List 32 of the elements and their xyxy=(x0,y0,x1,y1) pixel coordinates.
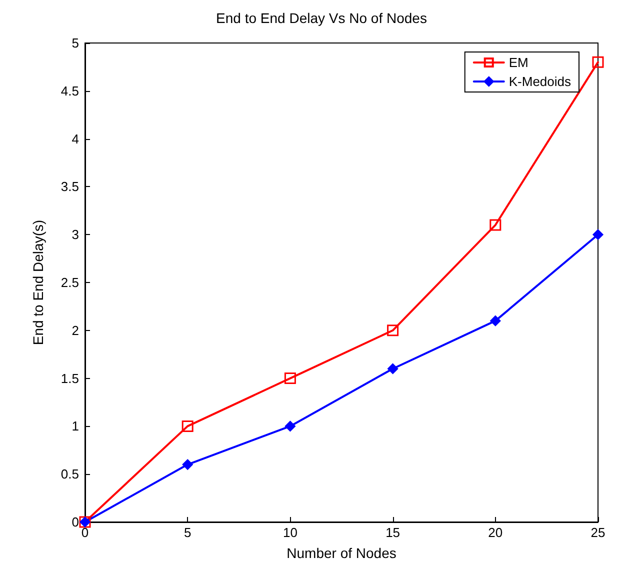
y-tick-label: 5 xyxy=(72,36,79,50)
x-tick-label: 20 xyxy=(488,525,503,540)
point xyxy=(592,229,604,240)
y-tick-label: 4.5 xyxy=(60,83,79,98)
y-tick-label: 0.5 xyxy=(60,466,79,482)
y-axis-title: End to End Delay(s) xyxy=(30,220,46,346)
legend-label: K-Medoids xyxy=(508,74,572,89)
point xyxy=(490,219,502,231)
y-tick-label: 1 xyxy=(72,418,79,434)
chart-title: End to End Delay Vs No of Nodes xyxy=(216,10,427,26)
point xyxy=(490,316,501,326)
y-tick-label: 3.5 xyxy=(60,179,79,194)
point xyxy=(182,459,193,470)
point xyxy=(284,420,296,432)
y-tick-label: 3 xyxy=(72,227,79,242)
point xyxy=(182,420,194,432)
x-tick-label: 10 xyxy=(282,525,298,540)
y-tick-label: 2.5 xyxy=(60,275,79,290)
point xyxy=(284,372,296,384)
x-tick-label: 25 xyxy=(590,525,606,540)
x-tick-label: 0 xyxy=(81,525,89,540)
point xyxy=(388,363,398,374)
x-tick-label: 5 xyxy=(184,525,192,540)
x-tick-label: 15 xyxy=(386,525,400,540)
x-axis-title: Number of Nodes xyxy=(286,545,396,561)
y-tick-label: 1.5 xyxy=(60,370,79,386)
y-tick-label: 0 xyxy=(72,514,79,530)
legend-label: EM xyxy=(508,55,528,70)
y-tick-label: 4 xyxy=(72,131,79,146)
point xyxy=(387,324,399,336)
point xyxy=(592,56,604,68)
y-tick-label: 2 xyxy=(72,322,79,338)
